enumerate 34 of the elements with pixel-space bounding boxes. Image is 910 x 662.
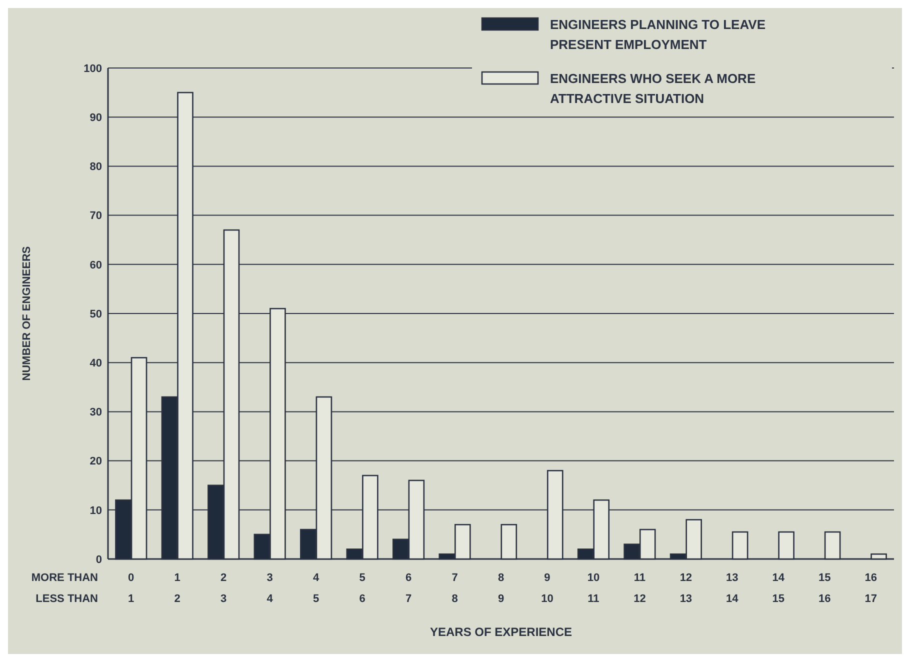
y-tick-label: 0 <box>96 554 102 566</box>
y-tick-label: 10 <box>90 504 102 517</box>
y-tick-label: 50 <box>90 308 102 320</box>
y-tick-label: 30 <box>90 406 102 419</box>
x-tick-label: 15 16 <box>818 572 831 605</box>
x-tick-label: 13 14 <box>726 572 740 605</box>
x-tick-label: 5 6 <box>359 572 366 605</box>
x-axis-title: YEARS OF EXPERIENCE <box>430 625 572 639</box>
y-tick-label: 80 <box>90 161 102 174</box>
x-tick-label: 8 9 <box>498 572 504 605</box>
y-tick-label: 70 <box>90 210 102 222</box>
x-tick-label: 3 4 <box>266 572 274 605</box>
x-tick-label: 4 5 <box>312 572 320 605</box>
y-tick-label: 90 <box>90 112 102 124</box>
x-tick-label: 12 13 <box>680 572 692 605</box>
y-tick-label: 20 <box>90 456 102 468</box>
legend-label: ENGINEERS WHO SEEK A MORE ATTRACTIVE SITUATION <box>550 71 756 106</box>
x-tick-label: 1 2 <box>174 572 180 605</box>
x-tick-label: 16 17 <box>864 572 878 605</box>
y-tick-label: 40 <box>90 357 102 370</box>
x-tick-label: 11 12 <box>634 572 646 605</box>
y-tick-label: 100 <box>84 62 102 75</box>
x-tick-label: 10 11 <box>587 572 600 605</box>
x-tick-label: 7 8 <box>452 572 458 605</box>
x-tick-label: 9 10 <box>541 572 554 605</box>
x-tick-label: 2 3 <box>220 572 227 605</box>
y-tick-label: 60 <box>90 259 102 272</box>
text: LESS THAN <box>36 593 98 605</box>
legend-label: ENGINEERS PLANNING TO LEAVE PRESENT EMPLOYMENT <box>550 17 766 52</box>
x-tick-label: 6 7 <box>405 572 412 605</box>
text: MORE THAN <box>31 572 98 584</box>
y-axis-title: NUMBER OF ENGINEERS <box>21 246 33 381</box>
x-tick-label: 14 15 <box>772 572 786 605</box>
x-tick-label: 0 1 <box>128 572 134 605</box>
